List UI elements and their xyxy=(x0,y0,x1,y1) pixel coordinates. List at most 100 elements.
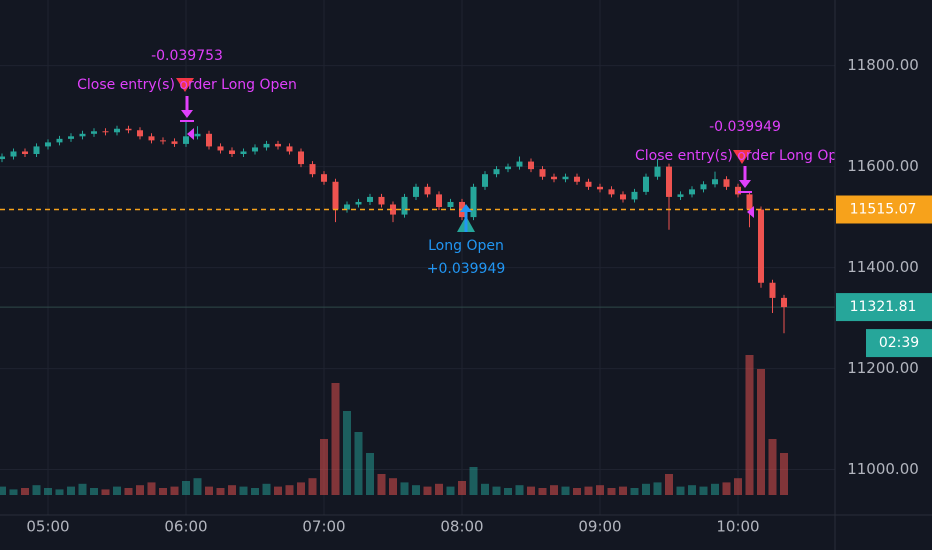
volume-bar xyxy=(159,488,167,495)
volume-bar xyxy=(331,383,340,495)
candle-body xyxy=(643,176,649,192)
volume-bar xyxy=(389,478,397,495)
candle-body xyxy=(79,133,86,137)
candle-body xyxy=(33,146,40,154)
candle-body xyxy=(240,151,247,154)
volume-bar xyxy=(619,486,627,495)
candle-body xyxy=(608,189,615,195)
candle-body xyxy=(723,179,730,187)
annotation-text: Close entry(s) order Long Open xyxy=(635,148,855,164)
volume-bar xyxy=(354,432,363,495)
countdown: 02:39 xyxy=(879,335,919,351)
candle-body xyxy=(620,194,626,200)
y-tick-label: 11800.00 xyxy=(847,56,919,74)
volume-bar xyxy=(136,485,144,495)
y-tick-label: 11000.00 xyxy=(847,460,919,478)
annotation-layer: -0.039753 Close entry(s) order Long Open… xyxy=(77,48,855,277)
candle-body xyxy=(539,169,546,177)
candle-body xyxy=(493,169,500,175)
candle-body xyxy=(367,196,373,202)
x-tick-label: 10:00 xyxy=(716,518,759,536)
volume-bar xyxy=(44,488,52,495)
candle-body xyxy=(252,147,258,152)
volume-bar xyxy=(343,411,351,495)
candle-body xyxy=(102,131,109,133)
candle-body xyxy=(413,186,419,197)
volume-bar xyxy=(504,488,512,495)
candle-body xyxy=(217,146,224,151)
candle-body xyxy=(735,186,741,195)
volume-bar xyxy=(642,483,650,495)
candle-body xyxy=(183,136,189,144)
volume-bar xyxy=(400,482,409,495)
x-tick-label: 08:00 xyxy=(440,518,483,536)
candle-body xyxy=(125,128,132,131)
volume-bar xyxy=(757,369,765,495)
volume-bar xyxy=(239,486,248,495)
volume-bar xyxy=(458,481,466,495)
candle-body xyxy=(436,194,442,208)
candle-body xyxy=(91,131,97,134)
annotation-text: Long Open xyxy=(428,238,504,254)
volume-bar xyxy=(653,482,662,495)
candle-body xyxy=(45,142,51,147)
volume-bar xyxy=(55,489,64,495)
exit-arrow-head xyxy=(739,180,751,188)
candle-body xyxy=(528,161,534,170)
candle-body xyxy=(447,201,454,208)
grid xyxy=(0,0,835,515)
candle-body xyxy=(597,186,603,190)
candle-body xyxy=(654,166,661,177)
candle-body xyxy=(275,143,281,147)
candle-body xyxy=(562,176,569,180)
candle-body xyxy=(206,133,212,147)
exit-arrow-head xyxy=(181,110,193,118)
volume-bar xyxy=(699,486,708,495)
volume-bar xyxy=(780,453,788,495)
candle-body xyxy=(700,184,707,190)
volume-bar xyxy=(688,485,696,495)
volume-bar xyxy=(435,483,443,495)
volume-bar xyxy=(722,482,731,495)
volume-bar xyxy=(481,483,489,495)
volume-bar xyxy=(228,485,236,495)
candle-body xyxy=(0,156,5,160)
volume-bar xyxy=(0,486,6,495)
volume-bar xyxy=(366,453,374,495)
countdown-box xyxy=(866,329,932,358)
candle-body xyxy=(677,194,684,197)
volume-bar xyxy=(734,478,742,495)
candle-body xyxy=(229,150,235,154)
volume-bar xyxy=(274,486,282,495)
candle-body xyxy=(263,143,270,148)
annotation-pnl: +0.039949 xyxy=(427,261,506,277)
candle-body xyxy=(689,189,695,195)
y-tick-label: 11200.00 xyxy=(847,359,919,377)
volume-bar xyxy=(32,485,41,495)
volume-bar xyxy=(147,482,156,495)
volume-bar xyxy=(205,486,213,495)
volume-bar xyxy=(665,474,673,495)
volume-bar xyxy=(377,474,386,495)
candle-body xyxy=(758,209,764,283)
exit-flag xyxy=(747,206,754,218)
x-tick-label: 06:00 xyxy=(164,518,207,536)
candle-body xyxy=(298,151,304,165)
volume-bar xyxy=(262,483,271,495)
volume-bar xyxy=(101,489,110,495)
volume-bar xyxy=(561,486,570,495)
candle-body xyxy=(10,151,17,157)
candle-body xyxy=(574,176,580,182)
candle-body xyxy=(355,201,362,205)
volume-bar xyxy=(193,478,202,495)
volume-bar xyxy=(469,467,478,495)
x-tick-label: 09:00 xyxy=(578,518,621,536)
volume-bar xyxy=(550,485,558,495)
volume-bar xyxy=(216,488,225,495)
volume-bar xyxy=(297,482,305,495)
candle-body xyxy=(424,186,431,195)
candle-body xyxy=(321,174,327,182)
volume-layer xyxy=(0,355,788,495)
candle-body xyxy=(401,196,408,215)
